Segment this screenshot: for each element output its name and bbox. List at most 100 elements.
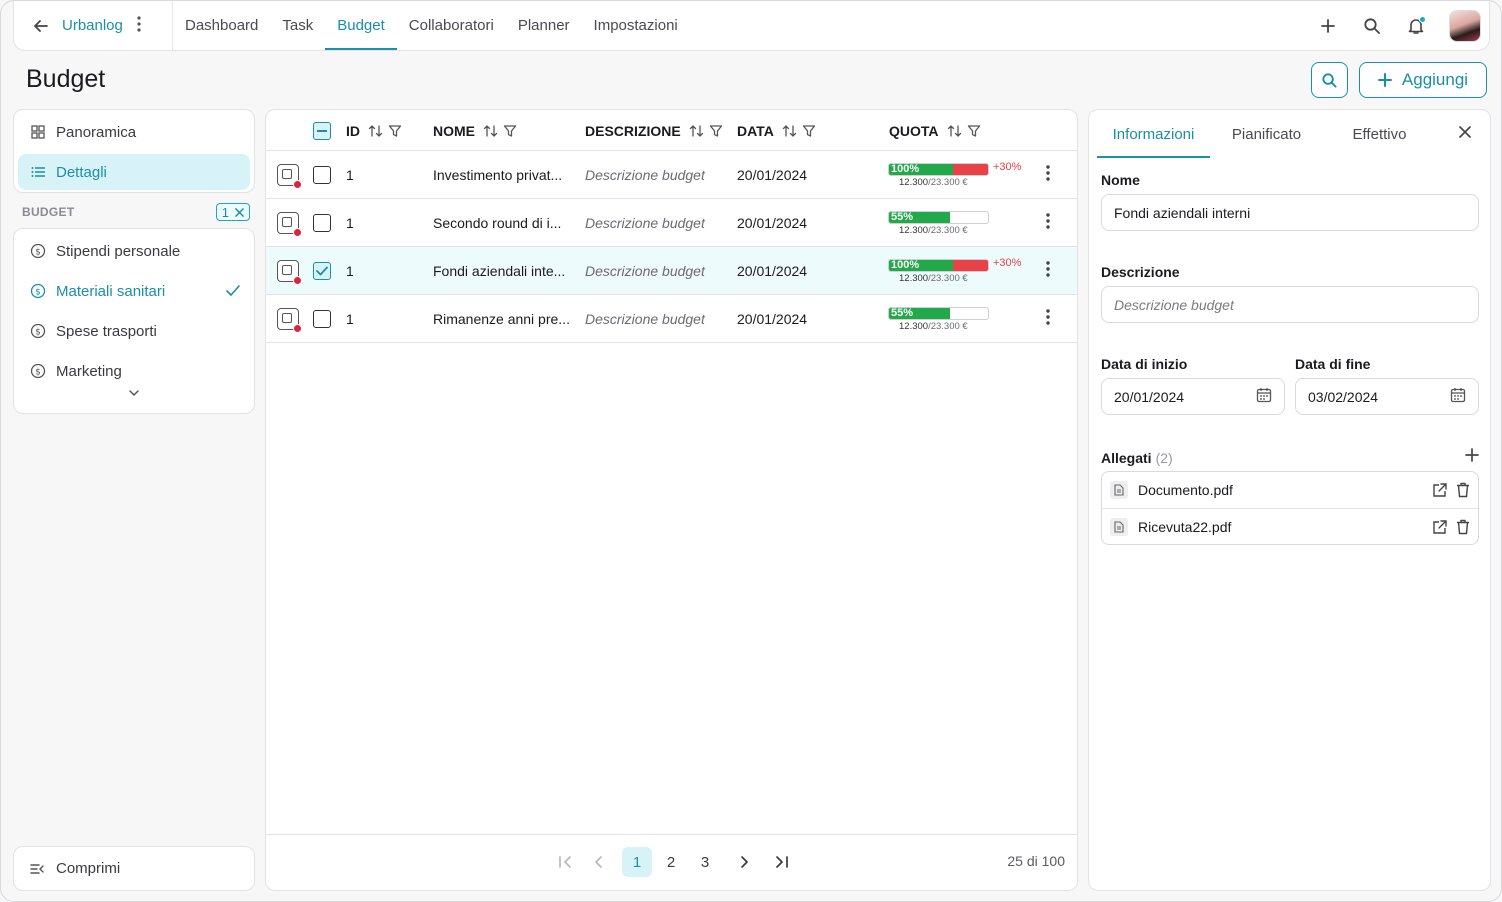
cell-nome: Secondo round di i... [433, 215, 562, 231]
page-3[interactable]: 3 [700, 853, 710, 871]
search-icon [1322, 72, 1337, 88]
tab-planner[interactable]: Planner [517, 17, 570, 34]
bell-icon[interactable] [1405, 15, 1427, 37]
sort-icon[interactable] [947, 124, 963, 138]
page-1[interactable]: 1 [622, 847, 652, 877]
sidebar-item-dettagli[interactable]: Dettagli [18, 154, 250, 190]
prev-page-icon[interactable] [584, 847, 614, 877]
app-switcher: Urbanlog [14, 1, 173, 50]
tab-pianificato[interactable]: Pianificato [1231, 125, 1302, 143]
search-button[interactable] [1311, 62, 1348, 98]
tab-budget[interactable]: Budget [325, 1, 397, 50]
filter-icon[interactable] [503, 124, 517, 138]
tab-effettivo[interactable]: Effettivo [1352, 125, 1407, 143]
filter-icon[interactable] [802, 124, 816, 138]
row-status-icon[interactable] [277, 164, 302, 189]
row-menu-icon[interactable] [1046, 309, 1050, 328]
column-header-nome[interactable]: NOME [433, 110, 517, 151]
open-external-icon[interactable] [1432, 519, 1448, 535]
table-header: ID NOME DESCRIZIONE DATA QUOTA [266, 110, 1077, 151]
row-checkbox[interactable] [313, 166, 331, 184]
filter-icon[interactable] [967, 124, 981, 138]
row-checkbox[interactable] [313, 214, 331, 232]
back-arrow-icon[interactable] [30, 15, 52, 37]
list-item[interactable]: $ Spese trasporti [18, 311, 250, 351]
section-label: BUDGET [22, 205, 75, 219]
cell-id: 1 [346, 167, 354, 183]
add-button[interactable]: Aggiungi [1359, 62, 1487, 98]
alert-dot [293, 276, 302, 285]
tab-collaboratori[interactable]: Collaboratori [408, 17, 494, 34]
top-bar-actions [1317, 9, 1489, 42]
chevron-down-icon[interactable] [18, 389, 250, 397]
nome-field[interactable]: Fondi aziendali interni [1101, 194, 1479, 231]
close-icon[interactable] [235, 207, 244, 217]
search-icon[interactable] [1361, 15, 1383, 37]
table-row[interactable]: 1 Fondi aziendali inte... Descrizione budg… [266, 247, 1077, 295]
filter-icon[interactable] [388, 124, 402, 138]
trash-icon[interactable] [1456, 482, 1470, 498]
tab-impostazioni[interactable]: Impostazioni [593, 17, 678, 34]
attachment-row[interactable]: Documento.pdf [1102, 472, 1478, 508]
row-menu-icon[interactable] [1046, 213, 1050, 232]
quota-percent: 55% [891, 307, 914, 319]
column-header-id[interactable]: ID [346, 110, 402, 151]
quota-amount: 12.300/23.300 € [899, 273, 1038, 284]
row-status-icon[interactable] [277, 308, 302, 333]
sidebar-item-panoramica[interactable]: Panoramica [18, 114, 250, 150]
next-page-icon[interactable] [729, 847, 759, 877]
end-date-field[interactable]: 03/02/2024 [1295, 378, 1479, 415]
select-all-checkbox[interactable] [313, 121, 331, 140]
plus-icon [1377, 73, 1392, 87]
attachments-list: Documento.pdf Ricevuta22.pdf [1101, 471, 1479, 545]
row-select-cell [313, 295, 331, 343]
calendar-icon[interactable] [1450, 387, 1466, 406]
kebab-icon[interactable] [137, 15, 141, 36]
filter-chip[interactable]: 1 [215, 203, 250, 221]
trash-icon[interactable] [1456, 519, 1470, 535]
descrizione-label: Descrizione [1101, 264, 1180, 280]
last-page-icon[interactable] [766, 847, 796, 877]
sort-icon[interactable] [483, 124, 499, 138]
sort-icon[interactable] [782, 124, 798, 138]
table-row[interactable]: 1 Rimanenze anni pre... Descrizione budget… [266, 295, 1077, 343]
sidebar-item-label: Panoramica [56, 123, 137, 141]
page-2[interactable]: 2 [666, 853, 676, 871]
descrizione-field[interactable]: Descrizione budget [1101, 286, 1479, 323]
budget-section-header: BUDGET 1 [22, 203, 250, 221]
list-item[interactable]: $ Stipendi personale [18, 231, 250, 271]
avatar[interactable] [1449, 9, 1481, 42]
column-header-data[interactable]: DATA [737, 110, 816, 151]
filter-icon[interactable] [709, 124, 723, 138]
open-external-icon[interactable] [1432, 482, 1448, 498]
tab-informazioni[interactable]: Informazioni [1097, 110, 1210, 158]
svg-text:$: $ [35, 328, 41, 338]
list-item[interactable]: $ Marketing [18, 351, 250, 391]
first-page-icon[interactable] [551, 847, 581, 877]
calendar-icon[interactable] [1256, 387, 1272, 406]
attachment-row[interactable]: Ricevuta22.pdf [1102, 508, 1478, 544]
row-checkbox[interactable] [313, 310, 331, 328]
start-date-field[interactable]: 20/01/2024 [1101, 378, 1285, 415]
sort-icon[interactable] [689, 124, 705, 138]
collapse-sidebar-button[interactable]: Comprimi [13, 846, 255, 891]
add-attachment-icon[interactable] [1465, 448, 1479, 467]
column-header-descrizione[interactable]: DESCRIZIONE [585, 110, 723, 151]
row-menu-icon[interactable] [1046, 165, 1050, 184]
row-menu-icon[interactable] [1046, 261, 1050, 280]
tab-dashboard[interactable]: Dashboard [185, 17, 259, 34]
row-status-icon[interactable] [277, 260, 302, 285]
column-header-quota[interactable]: QUOTA [889, 110, 981, 151]
row-status-icon[interactable] [277, 212, 302, 237]
sort-icon[interactable] [368, 124, 384, 138]
cell-id: 1 [346, 263, 354, 279]
close-icon[interactable] [1458, 125, 1472, 144]
row-checkbox[interactable] [313, 262, 331, 280]
plus-icon[interactable] [1317, 15, 1339, 37]
tab-task[interactable]: Task [282, 17, 314, 34]
app-name[interactable]: Urbanlog [62, 17, 123, 34]
list-item[interactable]: $ Materiali sanitari [18, 271, 250, 311]
table-row[interactable]: 1 Investimento privat... Descrizione budge… [266, 151, 1077, 199]
table-row[interactable]: 1 Secondo round di i... Descrizione budget… [266, 199, 1077, 247]
